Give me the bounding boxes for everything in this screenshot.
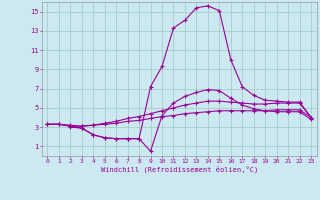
- X-axis label: Windchill (Refroidissement éolien,°C): Windchill (Refroidissement éolien,°C): [100, 165, 258, 173]
